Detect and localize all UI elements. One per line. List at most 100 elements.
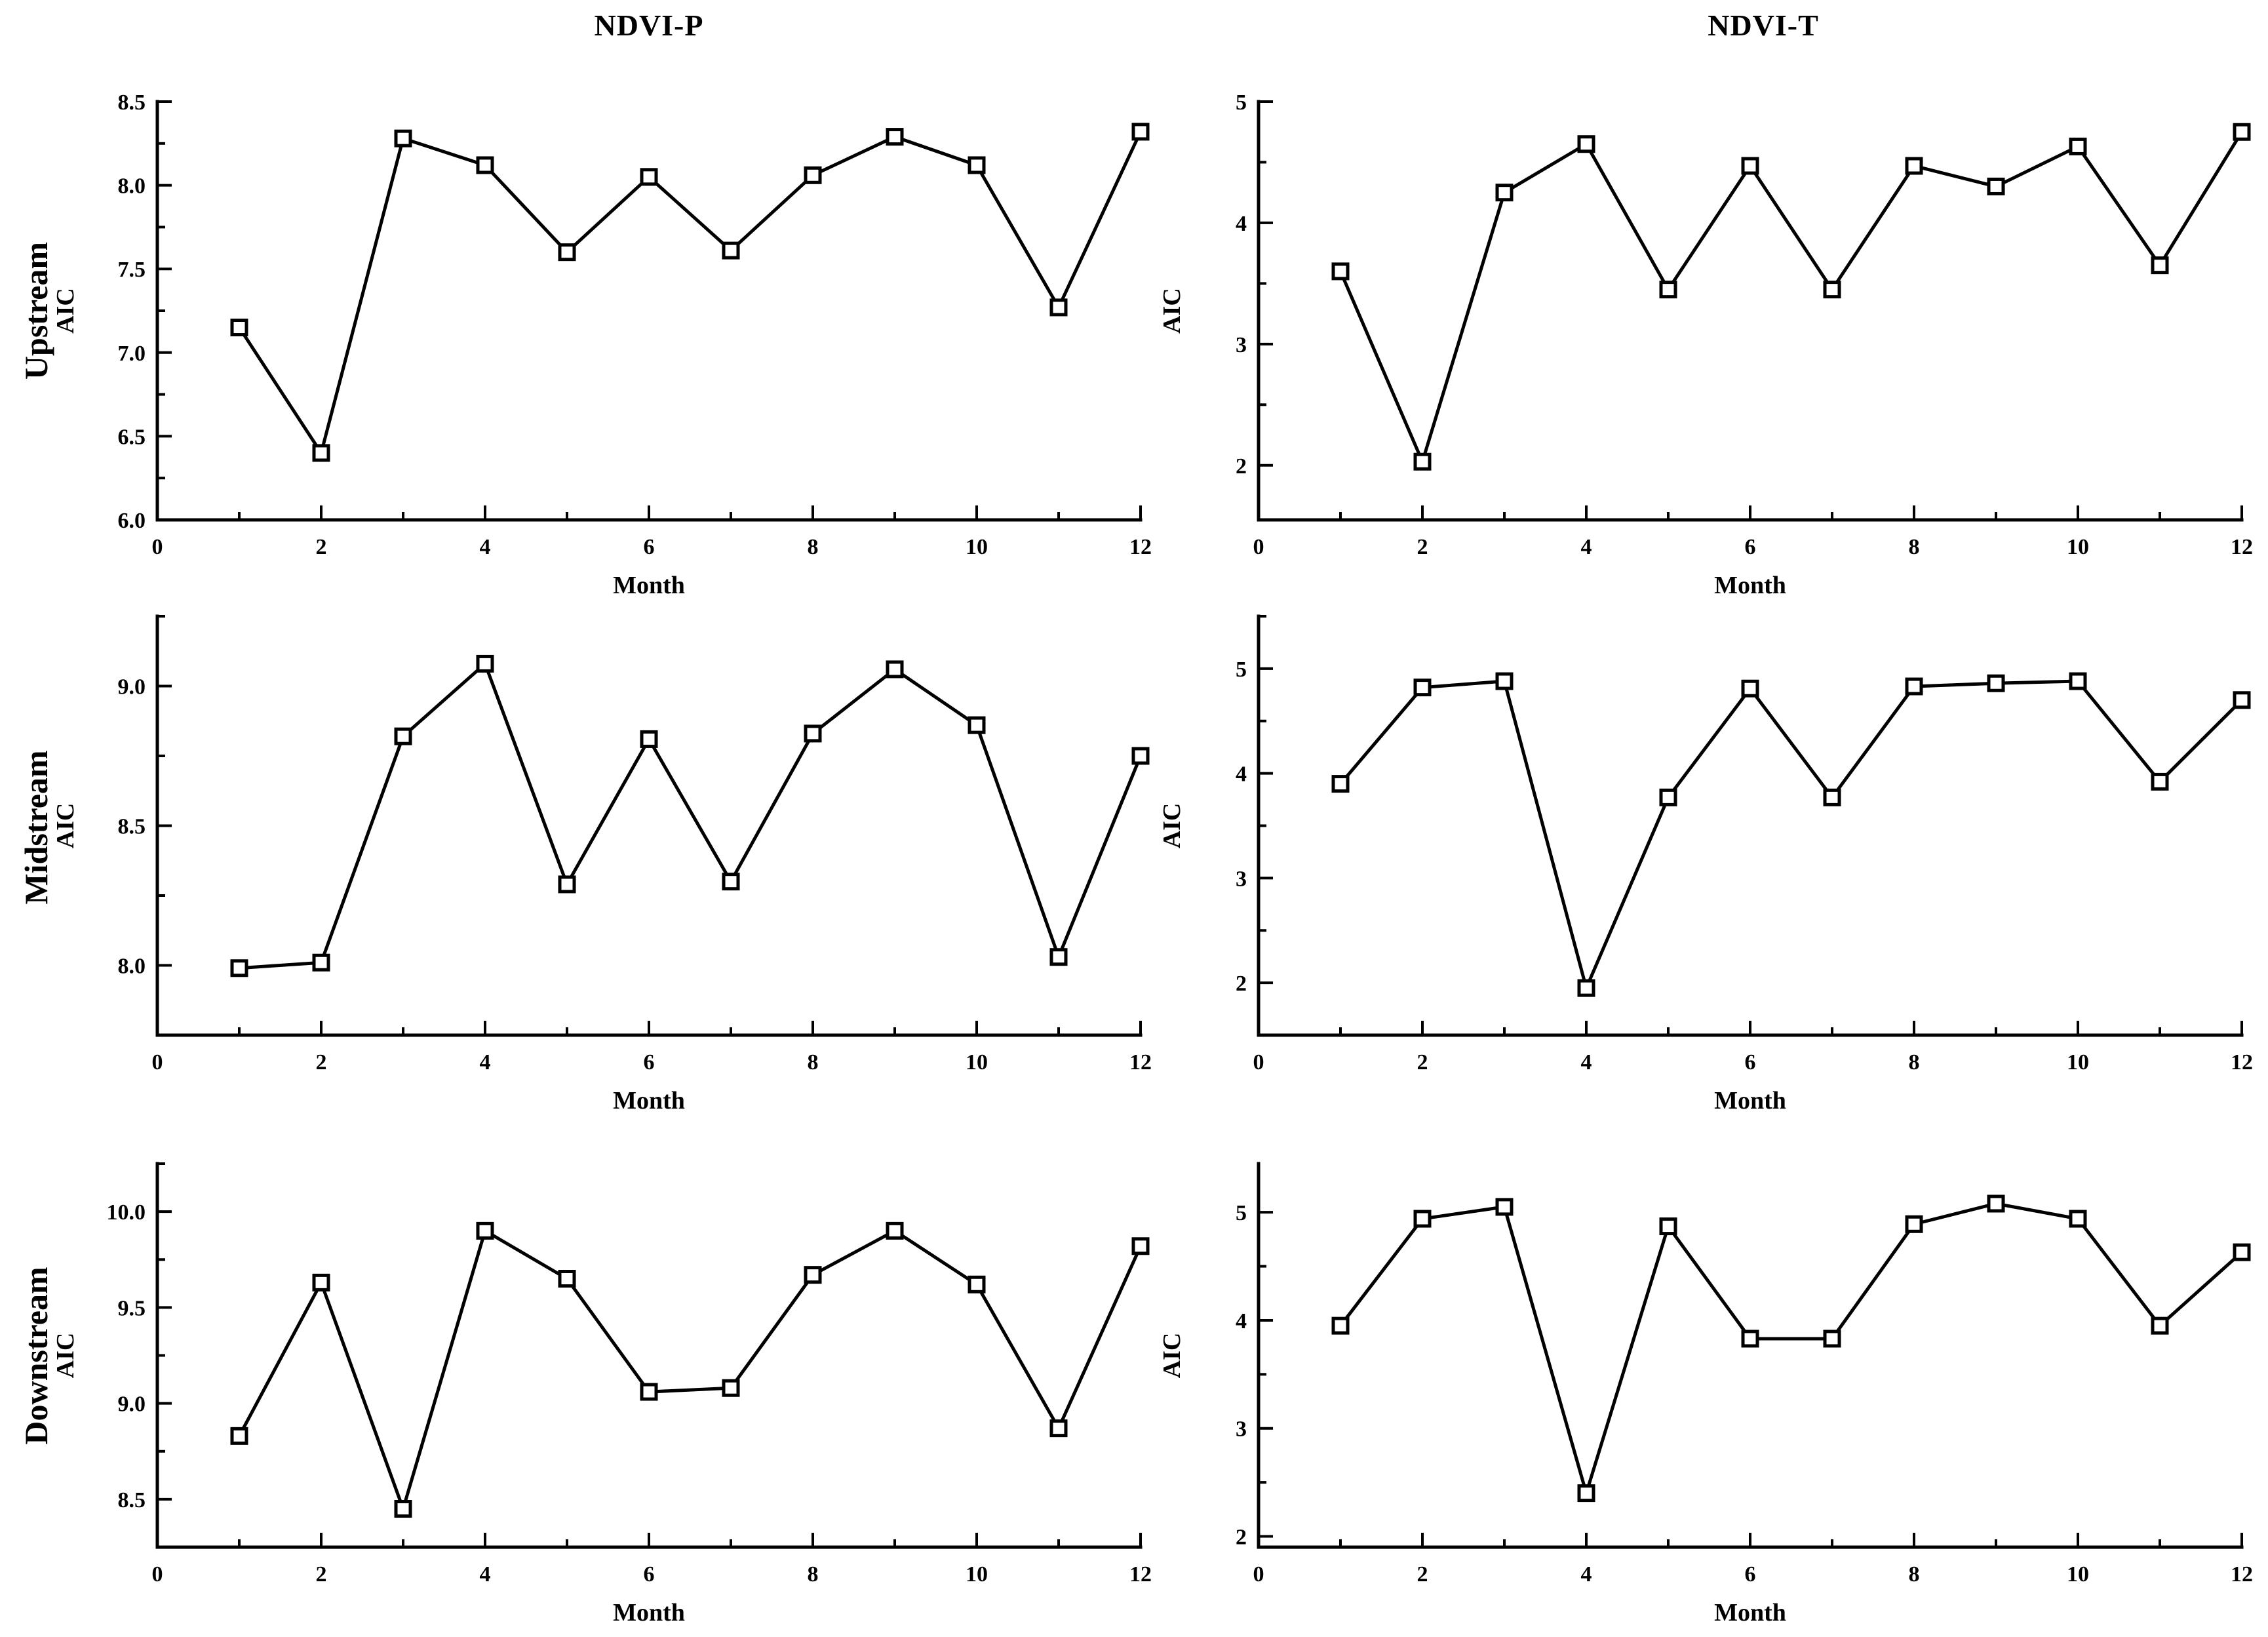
data-point-marker: [312, 444, 330, 462]
x-tick-label: 2: [316, 535, 327, 559]
chart-upstream-ndvi-p: 0 2 4 6 8 10 12 6.0 6.5 7.0 7.5 8.0 8.5 Month AIC: [52, 90, 1152, 599]
data-point-marker: [1659, 1217, 1677, 1236]
y-tick-label: 8.5: [118, 815, 146, 839]
data-point-marker: [1577, 979, 1595, 997]
data-points: [230, 123, 1150, 462]
x-tick-label: 4: [1581, 1050, 1592, 1075]
data-point-marker: [1331, 262, 1350, 281]
x-tick-label: 0: [1253, 1562, 1264, 1587]
data-point-marker: [804, 724, 822, 743]
x-tick-label: 12: [2231, 1562, 2253, 1587]
data-point-marker: [394, 1500, 412, 1518]
x-tick-label: 8: [808, 1050, 819, 1075]
x-tick-label: 6: [644, 1562, 655, 1587]
data-point-marker: [1049, 298, 1068, 317]
data-point-marker: [476, 156, 494, 174]
data-point-marker: [1987, 674, 2005, 692]
y-tick-label: 4: [1236, 1309, 1247, 1333]
data-line: [237, 130, 1143, 458]
y-tick-label: 3: [1236, 333, 1247, 357]
x-tick-label: 10: [2067, 1562, 2089, 1587]
x-tick-label: 0: [152, 535, 163, 559]
data-point-marker: [394, 129, 412, 148]
data-point-marker: [2233, 1243, 2251, 1261]
axes: [155, 1162, 1143, 1549]
data-point-marker: [1413, 679, 1432, 697]
data-points: [1331, 672, 2251, 997]
y-tick-label: 8.5: [118, 90, 146, 115]
column-title-ndvi-p: NDVI-P: [594, 9, 704, 42]
data-point-marker: [722, 241, 740, 260]
axes: [1257, 1162, 2244, 1549]
x-tick-label: 2: [1417, 535, 1428, 559]
x-tick-label: 4: [1581, 535, 1592, 559]
data-point-marker: [968, 716, 986, 734]
data-points: [230, 654, 1150, 977]
data-line: [237, 1228, 1143, 1514]
x-tick-label: 6: [1745, 535, 1756, 559]
x-axis-title: Month: [613, 1599, 685, 1627]
x-axis-title: Month: [613, 572, 685, 599]
x-tick-label: 0: [152, 1050, 163, 1075]
x-tick-label: 4: [1581, 1562, 1592, 1587]
data-point-marker: [1741, 1330, 1759, 1348]
data-point-marker: [1131, 1237, 1150, 1255]
data-point-marker: [804, 166, 822, 184]
data-point-marker: [722, 873, 740, 891]
y-tick-label: 8.0: [118, 174, 146, 199]
data-point-marker: [1987, 1194, 2005, 1213]
y-tick-label: 10.0: [107, 1200, 146, 1225]
y-axis-title: AIC: [52, 1333, 79, 1379]
data-line: [1339, 1202, 2243, 1499]
data-point-marker: [1331, 1316, 1350, 1335]
x-tick-label: 4: [480, 1562, 491, 1587]
data-point-marker: [640, 168, 658, 186]
y-tick-label: 2: [1236, 1526, 1247, 1550]
x-tick-label: 8: [808, 1562, 819, 1587]
data-point-marker: [312, 1273, 330, 1292]
data-point-marker: [1905, 157, 1923, 175]
chart-midstream-ndvi-t: 0 2 4 6 8 10 12 2 3 4 5 Month AIC: [1158, 614, 2253, 1114]
y-tick-label: 3: [1236, 867, 1247, 891]
y-tick-label: 5: [1236, 1201, 1247, 1225]
data-point-marker: [2151, 256, 2169, 275]
data-point-marker: [2069, 1210, 2087, 1228]
y-tick-label: 7.5: [118, 258, 146, 282]
chart-midstream-ndvi-p: 0 2 4 6 8 10 12 8.0 8.5 9.0 Month AIC: [52, 614, 1152, 1114]
data-point-marker: [1741, 679, 1759, 698]
y-axis-title: AIC: [52, 803, 79, 849]
y-tick-label: 5: [1236, 658, 1247, 682]
data-point-marker: [1131, 123, 1150, 141]
data-point-marker: [476, 1221, 494, 1240]
y-tick-label: 9.0: [118, 675, 146, 700]
data-point-marker: [1659, 788, 1677, 806]
y-tick-label: 6.0: [118, 509, 146, 533]
x-tick-label: 2: [1417, 1050, 1428, 1075]
data-point-marker: [2069, 137, 2087, 155]
data-point-marker: [2069, 672, 2087, 690]
data-point-marker: [886, 1221, 904, 1240]
data-point-marker: [558, 875, 576, 894]
x-tick-label: 8: [1909, 1050, 1920, 1075]
data-point-marker: [968, 156, 986, 174]
x-tick-label: 6: [644, 1050, 655, 1075]
x-tick-label: 12: [1129, 1050, 1152, 1075]
x-tick-label: 10: [2067, 535, 2089, 559]
data-point-marker: [558, 1270, 576, 1288]
data-point-marker: [2151, 1316, 2169, 1335]
data-point-marker: [1659, 281, 1677, 299]
y-tick-label: 4: [1236, 212, 1247, 236]
ticks: [156, 1162, 1142, 1547]
data-point-marker: [230, 1427, 248, 1445]
data-point-marker: [476, 654, 494, 673]
x-tick-label: 4: [480, 1050, 491, 1075]
data-point-marker: [1823, 281, 1841, 299]
y-axis-title: AIC: [52, 288, 79, 334]
x-tick-label: 10: [966, 535, 988, 559]
x-tick-label: 6: [1745, 1562, 1756, 1587]
y-axis-title: AIC: [1158, 1333, 1186, 1379]
data-point-marker: [1577, 1484, 1595, 1503]
y-tick-label: 4: [1236, 762, 1247, 787]
